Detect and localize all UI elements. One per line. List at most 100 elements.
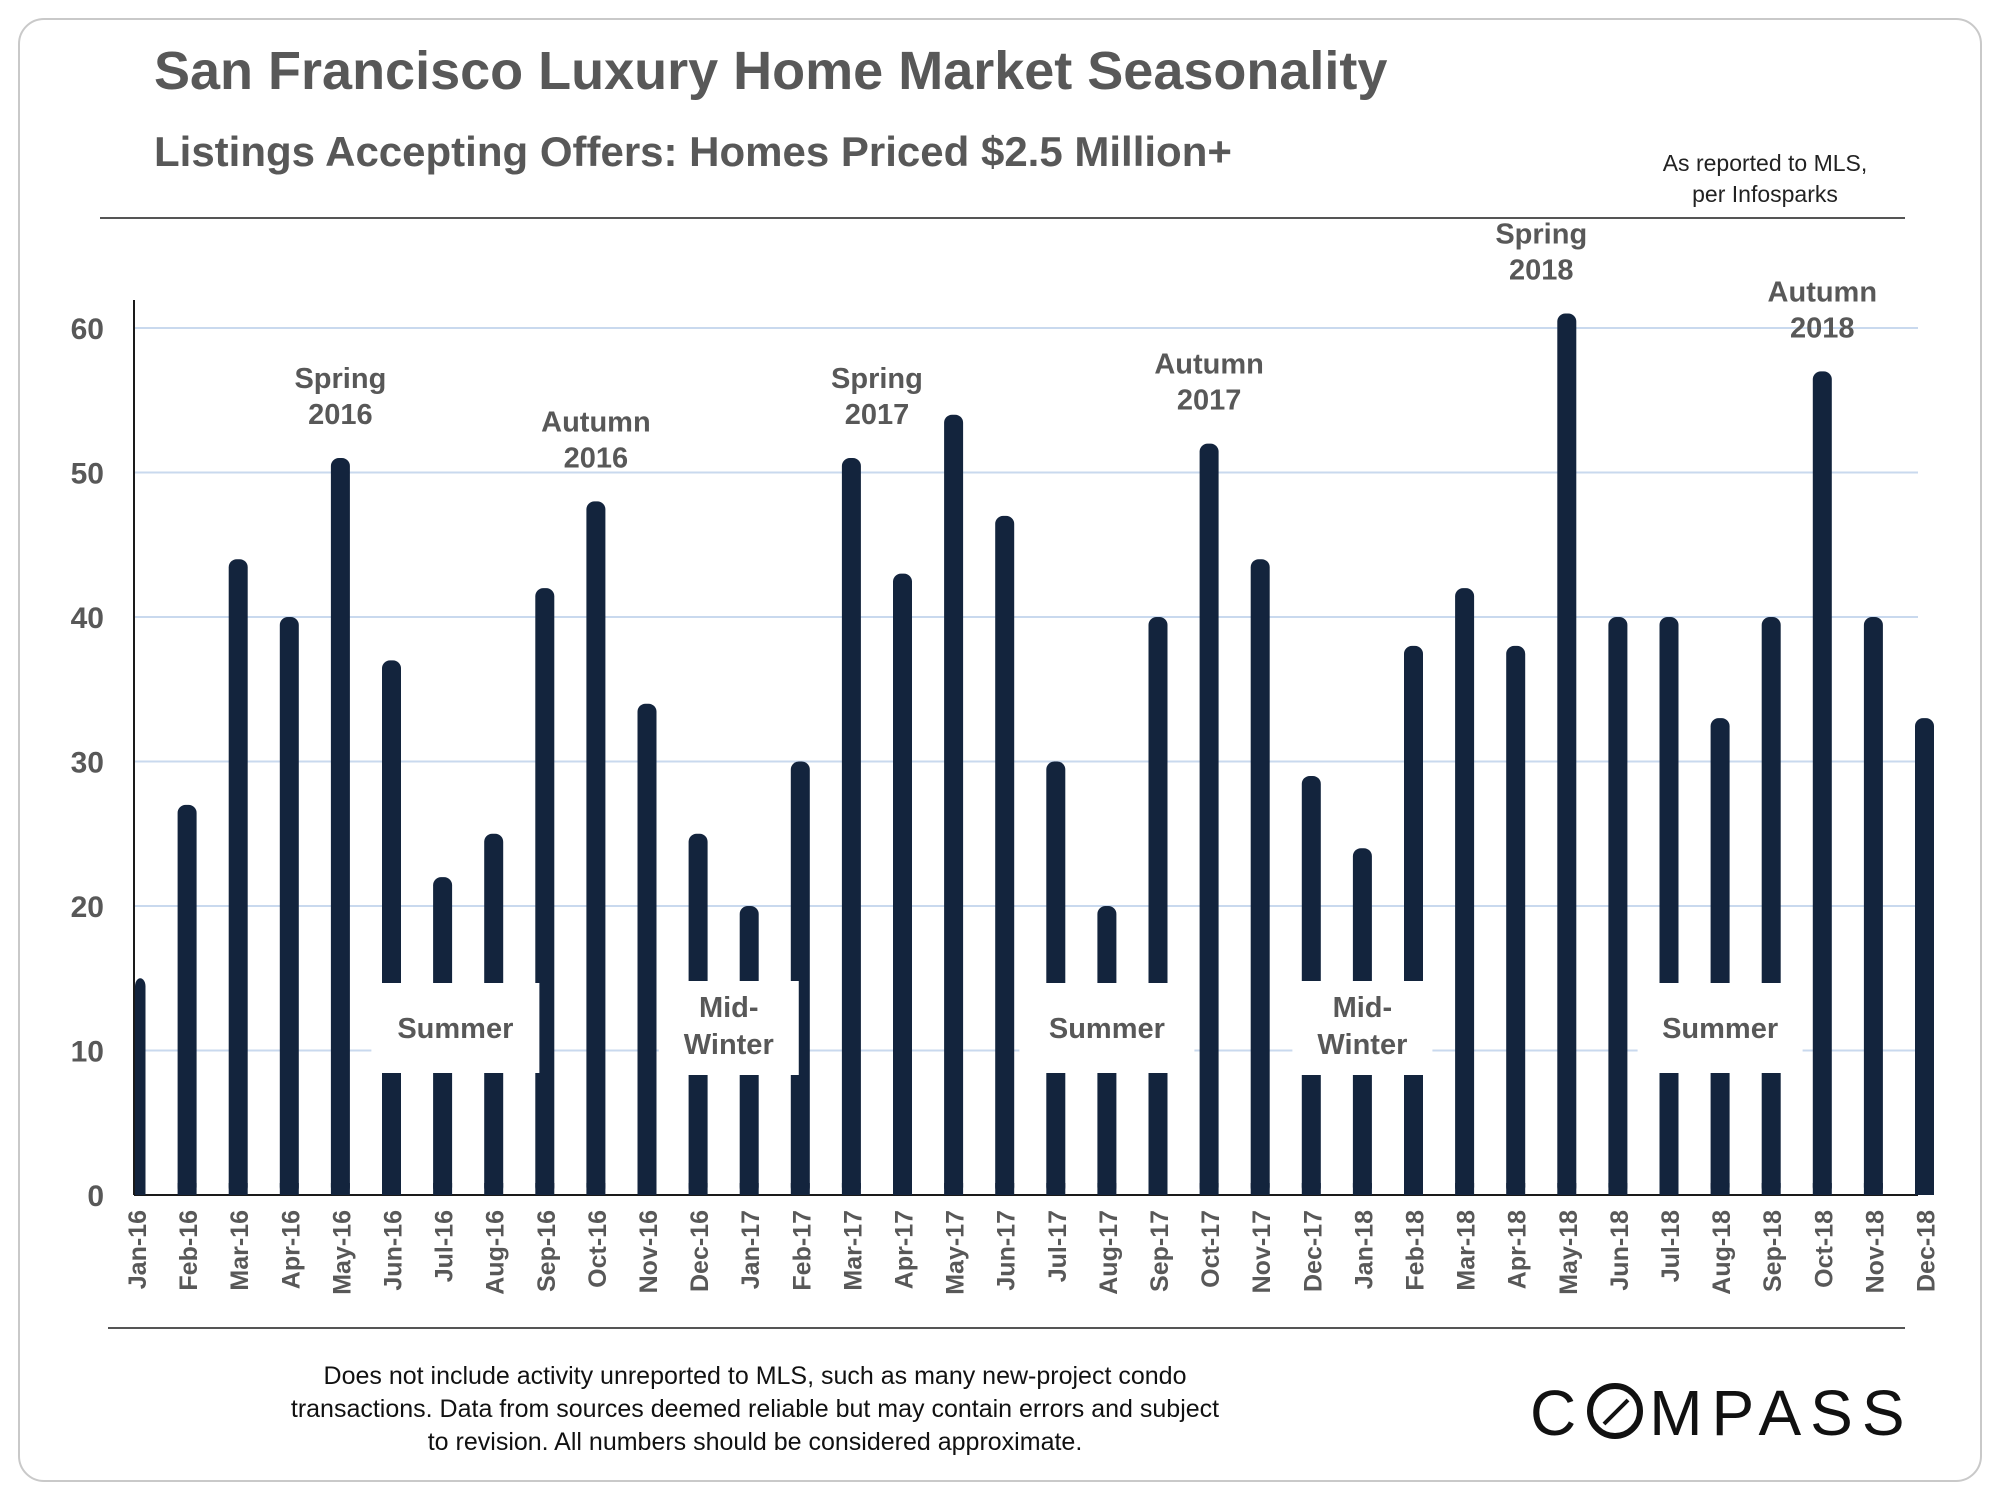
bar [1863, 617, 1883, 1195]
x-tick-label: Jan-18 [1350, 1210, 1378, 1289]
bar-base [688, 1183, 708, 1195]
x-tick-label: Jul-17 [1044, 1210, 1072, 1282]
disclaimer-line-1: Does not include activity unreported to … [323, 1362, 1187, 1390]
y-tick-label: 10 [71, 1036, 104, 1069]
bar [1404, 645, 1423, 1195]
bar [279, 617, 299, 1195]
x-tick-label: Sep-17 [1146, 1210, 1174, 1292]
bar [586, 501, 606, 1195]
x-tick-label: Jun-18 [1606, 1210, 1634, 1291]
source-note-line-2: per Infosparks [1692, 181, 1838, 207]
bar-base [135, 1183, 146, 1195]
logo-text-end: MPASS [1649, 1377, 1914, 1449]
x-tick-label: Oct-16 [584, 1210, 612, 1288]
season-peak-label: Autumn [1154, 349, 1264, 381]
compass-o-icon [1587, 1383, 1644, 1439]
y-tick-label: 50 [71, 458, 104, 491]
bar-base [279, 1183, 299, 1195]
disclaimer-line-3: to revision. All numbers should be consi… [427, 1428, 1083, 1456]
bar [1915, 718, 1934, 1195]
bar [1506, 645, 1526, 1195]
bar [637, 703, 657, 1195]
y-tick-label: 40 [71, 602, 104, 635]
bar [382, 660, 401, 1195]
source-note: As reported to MLS, per Infosparks [1600, 148, 1930, 210]
bar [135, 978, 146, 1195]
bar [177, 804, 197, 1195]
chart-frame [18, 18, 1982, 1482]
x-tick-label: Aug-17 [1095, 1210, 1123, 1295]
season-label-box [1292, 981, 1433, 1075]
season-peak-label: Spring [1495, 219, 1587, 251]
bar-base [637, 1183, 657, 1195]
bar-base [1915, 1183, 1934, 1195]
bar-base [1352, 1183, 1372, 1195]
x-tick-label: Feb-18 [1402, 1210, 1430, 1291]
x-tick-label: Apr-16 [277, 1210, 305, 1289]
bar-base [586, 1183, 606, 1195]
bar-base [1199, 1183, 1219, 1195]
bar-base [1659, 1183, 1679, 1195]
x-tick-label: Dec-17 [1299, 1210, 1327, 1292]
bar-base [790, 1183, 810, 1195]
season-peak-label: 2016 [564, 442, 629, 474]
season-label: Summer [1049, 1013, 1165, 1045]
x-tick-label: May-18 [1555, 1210, 1583, 1295]
bar [535, 588, 555, 1195]
season-label: Winter [684, 1029, 774, 1061]
bar-base [1148, 1183, 1168, 1195]
x-tick-label: Jan-17 [737, 1210, 765, 1289]
season-label: Summer [397, 1013, 513, 1045]
compass-logo: C MPASS [1530, 1378, 1914, 1448]
season-label: Mid- [1333, 992, 1393, 1024]
logo-text-start: C [1530, 1377, 1586, 1449]
bar-base [739, 1183, 759, 1195]
source-note-line-1: As reported to MLS, [1662, 150, 1868, 176]
x-tick-label: Dec-18 [1913, 1210, 1941, 1292]
x-tick-label: Mar-16 [226, 1210, 254, 1291]
x-tick-label: Dec-16 [686, 1210, 714, 1292]
bar-base [1506, 1183, 1526, 1195]
x-tick-label: Oct-18 [1810, 1210, 1838, 1288]
season-label-box [371, 983, 540, 1073]
bar [1199, 443, 1219, 1196]
bar-base [1046, 1183, 1066, 1195]
disclaimer-line-2: transactions. Data from sources deemed r… [290, 1395, 1220, 1423]
season-label: Summer [1662, 1013, 1778, 1045]
bar-base [1863, 1183, 1883, 1195]
bar-base [1608, 1183, 1628, 1195]
season-label-box [658, 981, 799, 1075]
bar [1250, 559, 1270, 1195]
x-tick-label: Sep-16 [533, 1210, 561, 1292]
bar-base [893, 1183, 912, 1195]
season-peak-label: Autumn [1768, 276, 1878, 308]
x-tick-label: Mar-17 [839, 1210, 867, 1291]
season-label-box [1019, 983, 1195, 1073]
x-tick-label: Jun-16 [380, 1210, 408, 1291]
x-tick-label: Aug-18 [1708, 1210, 1736, 1295]
x-tick-label: Mar-18 [1453, 1210, 1481, 1291]
bar-base [1761, 1183, 1781, 1195]
bar-base [841, 1183, 861, 1195]
disclaimer-note: Does not include activity unreported to … [200, 1360, 1310, 1459]
bar-base [484, 1183, 504, 1195]
bar [1046, 761, 1066, 1195]
season-peak-label: 2018 [1509, 255, 1574, 287]
x-tick-label: Sep-18 [1759, 1210, 1787, 1292]
bar [995, 515, 1015, 1195]
season-peak-label: Spring [831, 363, 923, 395]
bar-base [330, 1183, 350, 1195]
bar [1812, 371, 1832, 1196]
bar [330, 458, 350, 1195]
x-tick-label: Apr-17 [891, 1210, 919, 1289]
bar-base [228, 1183, 248, 1195]
bar-base [1557, 1183, 1577, 1195]
x-tick-label: Jun-17 [993, 1210, 1021, 1291]
bar [1761, 617, 1781, 1195]
bar-base [1812, 1183, 1832, 1195]
x-tick-label: Apr-18 [1504, 1210, 1532, 1289]
x-tick-label: Nov-18 [1861, 1210, 1889, 1293]
chart-title: San Francisco Luxury Home Market Seasona… [154, 41, 1388, 101]
x-tick-label: Jan-16 [124, 1210, 152, 1289]
